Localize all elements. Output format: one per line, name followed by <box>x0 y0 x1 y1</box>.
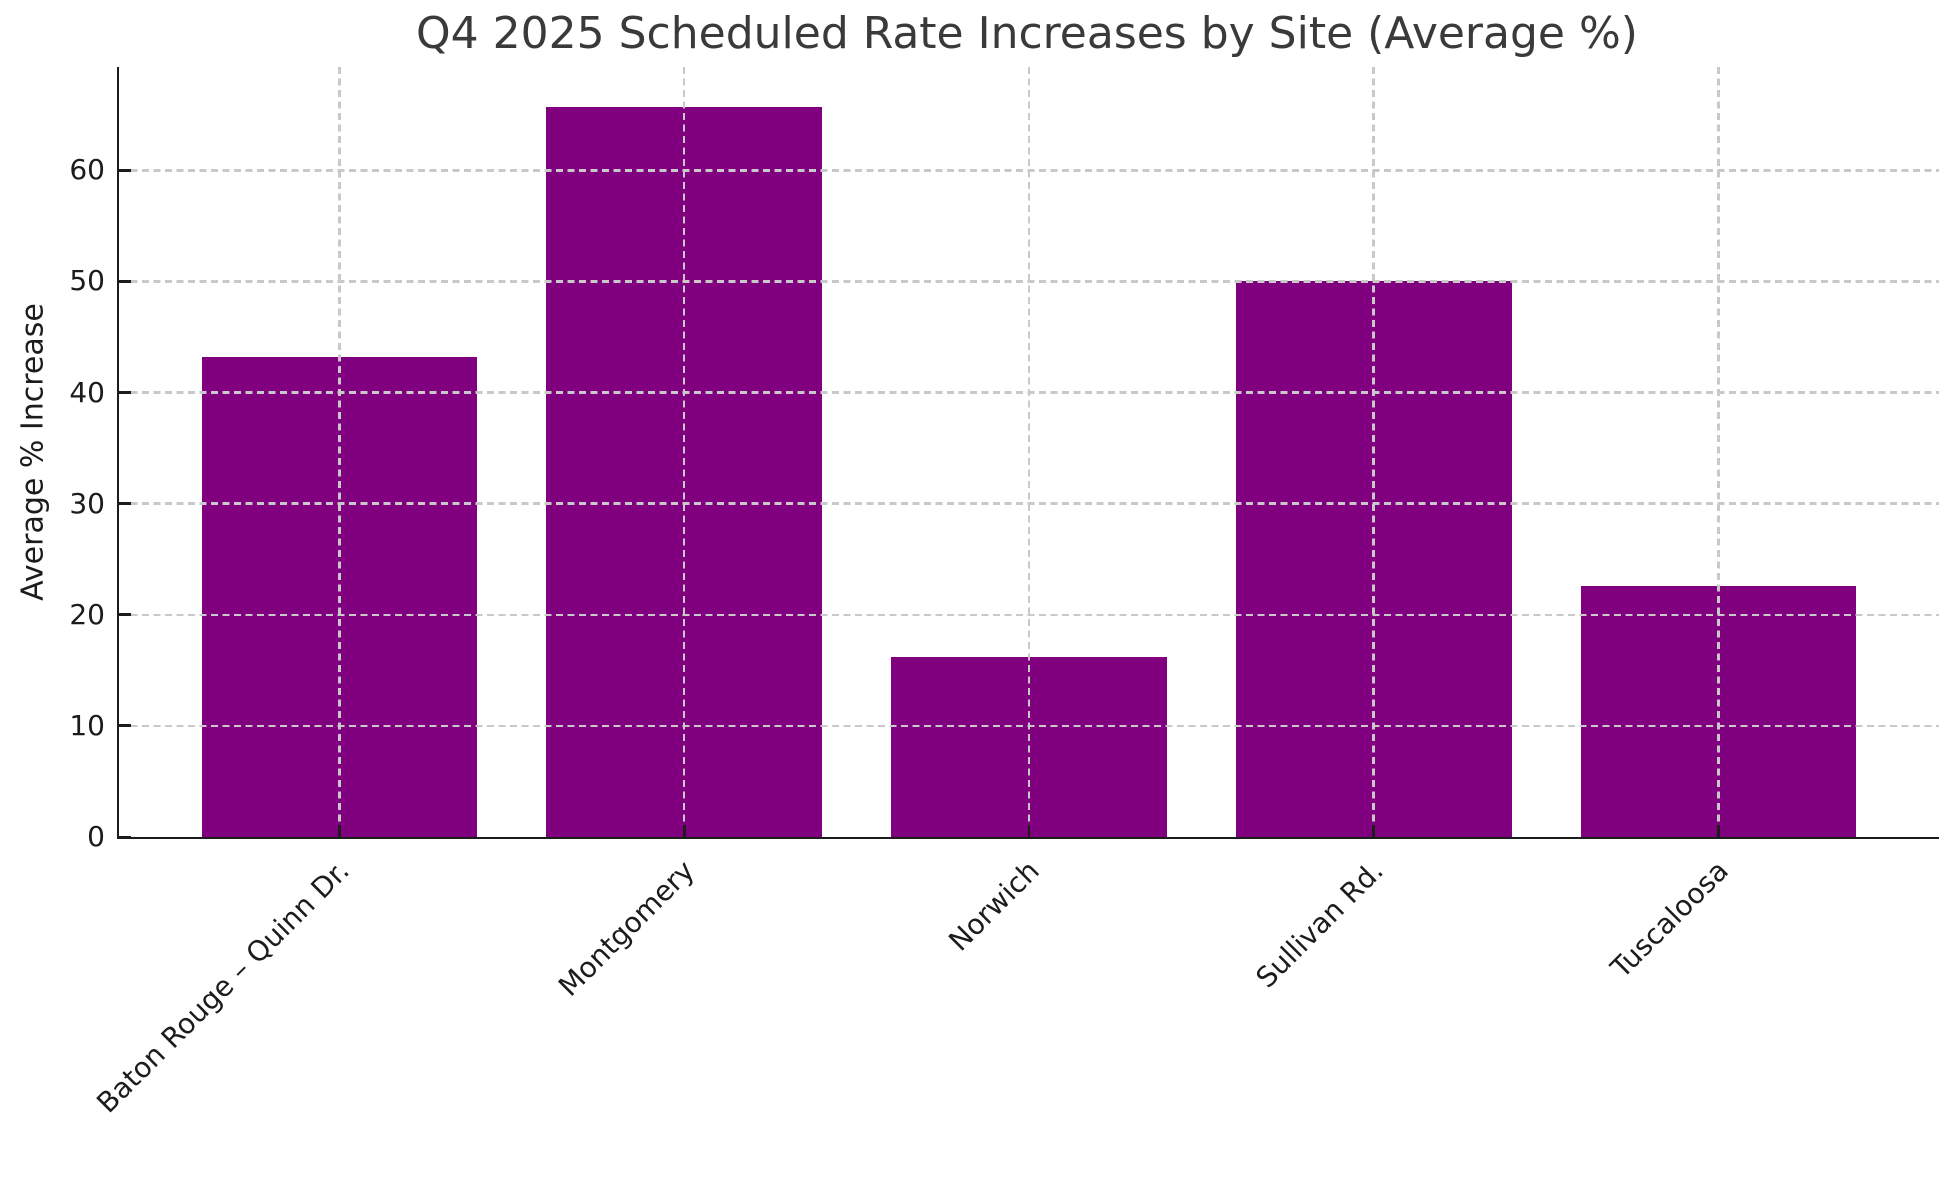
y-tick-label: 40 <box>69 375 105 409</box>
y-axis-label: Average % Increase <box>15 303 51 601</box>
y-tick-mark <box>119 724 131 728</box>
x-tick-mark <box>338 825 341 837</box>
y-tick-label: 10 <box>69 708 105 742</box>
x-tick-mark <box>1372 825 1376 837</box>
y-tick-mark <box>119 391 131 394</box>
x-tick-label: Tuscaloosa <box>1604 854 1735 985</box>
gridline-vertical <box>683 67 686 837</box>
y-tick-label: 0 <box>87 820 105 853</box>
x-tick-mark <box>682 825 686 837</box>
y-tick-mark <box>119 835 131 839</box>
y-tick-mark <box>119 613 131 617</box>
y-tick-mark <box>119 280 131 283</box>
x-tick-label: Baton Rouge – Quinn Dr. <box>90 854 356 1120</box>
x-tick-label: Sullivan Rd. <box>1249 854 1391 995</box>
x-tick-mark <box>1716 825 1720 837</box>
y-tick-mark <box>119 168 131 172</box>
y-tick-label: 60 <box>69 153 105 187</box>
plot-area <box>117 67 1939 839</box>
x-tick-mark <box>1027 825 1031 837</box>
gridline-vertical <box>1027 67 1031 837</box>
x-tick-label: Montgomery <box>551 854 701 1003</box>
y-tick-mark <box>119 502 131 506</box>
chart-title: Q4 2025 Scheduled Rate Increases by Site… <box>416 8 1638 59</box>
y-tick-label: 20 <box>69 597 105 631</box>
y-tick-label: 30 <box>69 486 105 520</box>
y-tick-label: 50 <box>69 264 105 298</box>
gridline-vertical <box>1717 67 1720 837</box>
x-tick-label: Norwich <box>941 854 1046 958</box>
gridline-vertical <box>1372 67 1375 837</box>
gridline-vertical <box>338 67 341 837</box>
